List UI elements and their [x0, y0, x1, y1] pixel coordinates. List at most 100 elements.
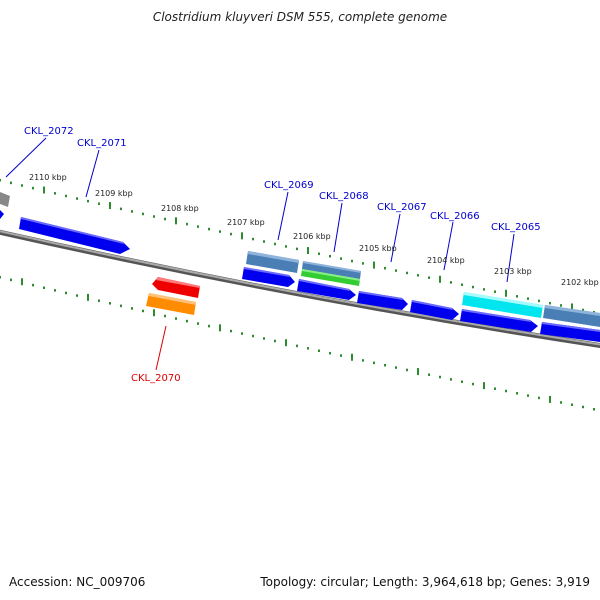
gene-partial-left[interactable] — [0, 210, 4, 219]
lower-major-tick — [417, 368, 419, 376]
lower-minor-tick — [472, 382, 474, 386]
lower-major-tick — [153, 309, 155, 317]
upper-minor-tick — [450, 281, 452, 284]
gene-label-ckl-2066[interactable]: CKL_2066 — [430, 211, 480, 222]
gene-ckl-2069[interactable] — [246, 251, 299, 273]
lower-minor-tick — [362, 359, 364, 362]
kbp-label-2104: 2104 kbp — [427, 256, 465, 265]
lower-minor-tick — [120, 304, 122, 308]
genome-stats-text: Topology: circular; Length: 3,964,618 bp… — [260, 575, 590, 589]
upper-major-tick — [373, 261, 375, 269]
gene-row0-right[interactable] — [543, 305, 600, 327]
gene-label-ckl-2071[interactable]: CKL_2071 — [77, 138, 127, 149]
upper-minor-tick — [384, 266, 386, 270]
lower-minor-tick — [340, 354, 342, 357]
lower-major-tick — [483, 382, 485, 390]
gene-row1-d[interactable] — [410, 300, 459, 320]
lower-minor-tick — [274, 339, 276, 343]
lower-minor-tick — [384, 363, 386, 367]
lower-minor-tick — [142, 309, 144, 313]
gene-ckl-2071[interactable] — [19, 217, 130, 254]
lower-minor-tick — [571, 403, 573, 406]
gene-label-ckl-2067[interactable]: CKL_2067 — [377, 202, 427, 213]
upper-minor-tick — [76, 197, 78, 200]
upper-minor-tick — [142, 212, 144, 216]
gene-label-ckl-2065[interactable]: CKL_2065 — [491, 222, 541, 233]
lower-minor-tick — [186, 319, 188, 323]
gene-label-ckl-2070[interactable]: CKL_2070 — [131, 373, 181, 384]
gene-ckl-2068-green[interactable] — [301, 269, 360, 286]
gene-ckl-2070-red[interactable] — [152, 277, 200, 298]
lower-minor-tick — [582, 405, 584, 409]
gene-row1-f[interactable] — [540, 322, 600, 342]
gene-partial-left-gray[interactable] — [0, 192, 10, 207]
gene-row1-c[interactable] — [357, 291, 408, 310]
kbp-label-2103: 2103 kbp — [494, 267, 532, 276]
upper-minor-tick — [263, 240, 265, 243]
gene-row1-e[interactable] — [460, 309, 538, 332]
lower-major-tick — [285, 339, 287, 347]
upper-minor-tick — [527, 297, 529, 300]
gene-ckl-2065[interactable] — [462, 292, 543, 318]
kbp-label-2107: 2107 kbp — [227, 218, 265, 227]
upper-minor-tick — [560, 304, 562, 307]
upper-minor-tick — [153, 215, 155, 218]
lower-minor-tick — [65, 291, 67, 295]
lower-minor-tick — [318, 349, 320, 353]
gene-label-ckl-2068[interactable]: CKL_2068 — [319, 191, 369, 202]
gene-label-ckl-2072[interactable]: CKL_2072 — [24, 126, 74, 137]
lower-minor-tick — [593, 407, 595, 411]
upper-minor-tick — [296, 247, 298, 251]
upper-tick-track — [0, 179, 595, 314]
lower-minor-tick — [175, 317, 177, 320]
gene-label-ckl-2069[interactable]: CKL_2069 — [264, 180, 314, 191]
gene-ckl-2070-orange[interactable] — [146, 293, 196, 315]
upper-minor-tick — [516, 295, 518, 298]
lower-minor-tick — [296, 344, 298, 348]
gene-row1-a[interactable] — [242, 267, 295, 287]
lower-minor-tick — [230, 329, 232, 333]
lower-minor-tick — [329, 351, 331, 355]
gene-ckl-2068[interactable] — [302, 261, 361, 279]
upper-minor-tick — [340, 257, 342, 260]
upper-minor-tick — [274, 242, 276, 246]
lower-minor-tick — [450, 378, 452, 381]
lower-minor-tick — [197, 322, 199, 325]
upper-minor-tick — [395, 269, 397, 272]
lower-major-tick — [21, 278, 23, 286]
upper-minor-tick — [318, 252, 320, 256]
lower-minor-tick — [505, 389, 507, 393]
lower-minor-tick — [98, 299, 100, 302]
lower-major-tick — [549, 395, 551, 403]
lower-minor-tick — [43, 286, 45, 290]
upper-minor-tick — [483, 288, 485, 291]
upper-major-tick — [505, 289, 507, 297]
upper-minor-tick — [406, 271, 408, 275]
upper-major-tick — [175, 217, 177, 225]
lower-minor-tick — [307, 347, 309, 350]
lower-minor-tick — [373, 361, 375, 365]
upper-minor-tick — [351, 259, 353, 263]
lower-minor-tick — [131, 307, 133, 310]
lower-minor-tick — [164, 314, 166, 318]
upper-major-tick — [307, 247, 309, 255]
upper-minor-tick — [219, 230, 221, 233]
upper-major-tick — [439, 275, 441, 283]
lower-minor-tick — [395, 366, 397, 369]
upper-major-tick — [571, 303, 573, 311]
upper-minor-tick — [87, 199, 89, 203]
upper-minor-tick — [549, 301, 551, 305]
upper-minor-tick — [230, 232, 232, 236]
lower-minor-tick — [516, 392, 518, 395]
lower-minor-tick — [109, 302, 111, 305]
upper-minor-tick — [472, 285, 474, 289]
upper-minor-tick — [494, 290, 496, 293]
upper-minor-tick — [362, 262, 364, 265]
upper-minor-tick — [32, 186, 34, 190]
lower-minor-tick — [439, 375, 441, 379]
upper-minor-tick — [21, 184, 23, 187]
kbp-label-2106: 2106 kbp — [293, 232, 331, 241]
gene-row1-b[interactable] — [297, 279, 356, 300]
upper-minor-tick — [131, 210, 133, 213]
